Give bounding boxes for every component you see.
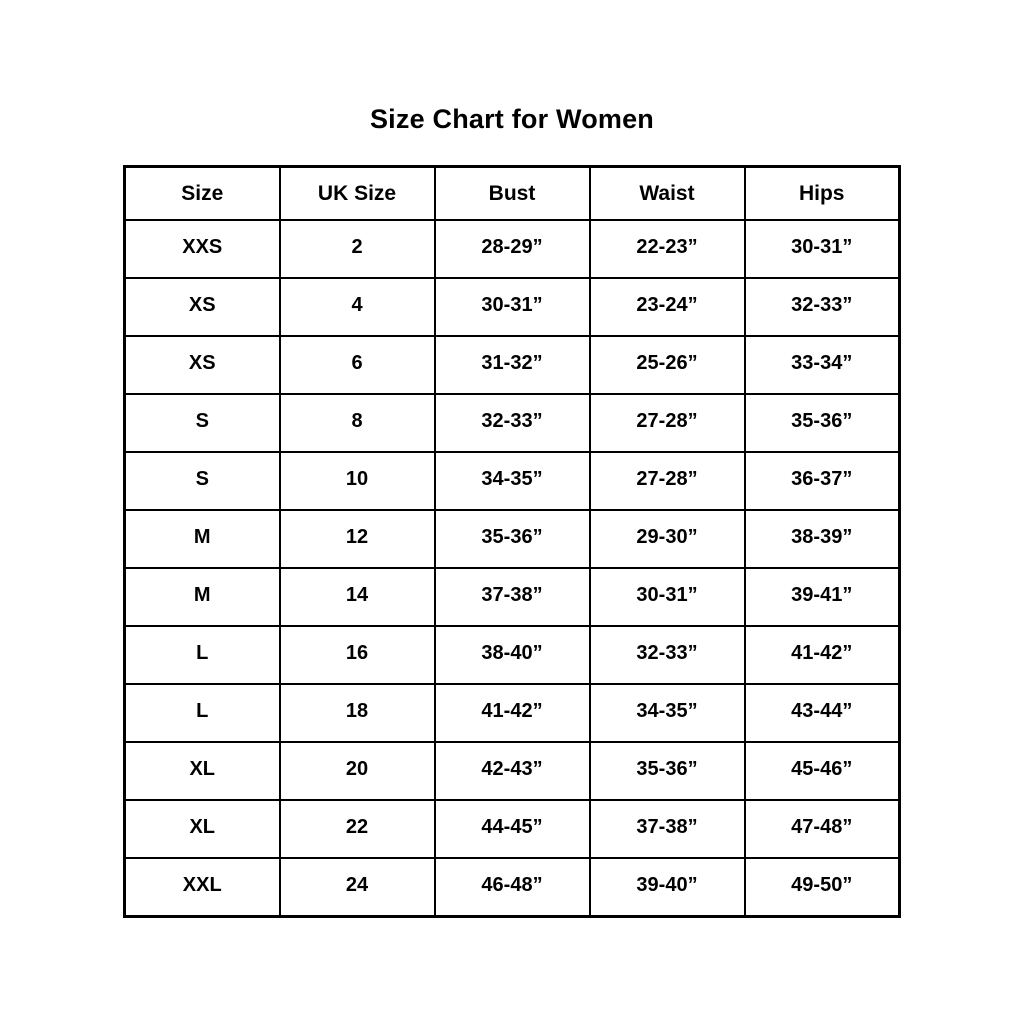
hips-cell: 30-31” xyxy=(743,219,901,279)
table-row: L 16 38-40” 32-33” 41-42” xyxy=(123,625,901,685)
waist-cell: 27-28” xyxy=(588,451,746,511)
column-header-hips: Hips xyxy=(743,165,901,221)
hips-cell: 45-46” xyxy=(743,741,901,801)
hips-cell: 38-39” xyxy=(743,509,901,569)
bust-cell: 34-35” xyxy=(433,451,591,511)
table-header: Size UK Size Bust Waist Hips xyxy=(123,165,901,221)
uk-size-cell: 8 xyxy=(278,393,436,453)
waist-cell: 34-35” xyxy=(588,683,746,743)
table-row: XXS 2 28-29” 22-23” 30-31” xyxy=(123,219,901,279)
column-header-bust: Bust xyxy=(433,165,591,221)
size-chart-table: Size UK Size Bust Waist Hips XXS 2 28-29… xyxy=(123,165,901,918)
hips-cell: 35-36” xyxy=(743,393,901,453)
bust-cell: 46-48” xyxy=(433,857,591,918)
column-header-size: Size xyxy=(123,165,281,221)
waist-cell: 23-24” xyxy=(588,277,746,337)
table-row: XS 6 31-32” 25-26” 33-34” xyxy=(123,335,901,395)
uk-size-cell: 6 xyxy=(278,335,436,395)
size-cell: L xyxy=(123,625,281,685)
uk-size-cell: 10 xyxy=(278,451,436,511)
table-row: S 10 34-35” 27-28” 36-37” xyxy=(123,451,901,511)
bust-cell: 35-36” xyxy=(433,509,591,569)
uk-size-cell: 18 xyxy=(278,683,436,743)
waist-cell: 29-30” xyxy=(588,509,746,569)
hips-cell: 43-44” xyxy=(743,683,901,743)
uk-size-cell: 2 xyxy=(278,219,436,279)
waist-cell: 39-40” xyxy=(588,857,746,918)
size-cell: M xyxy=(123,509,281,569)
waist-cell: 32-33” xyxy=(588,625,746,685)
uk-size-cell: 4 xyxy=(278,277,436,337)
hips-cell: 49-50” xyxy=(743,857,901,918)
table-row: M 14 37-38” 30-31” 39-41” xyxy=(123,567,901,627)
hips-cell: 33-34” xyxy=(743,335,901,395)
bust-cell: 30-31” xyxy=(433,277,591,337)
waist-cell: 30-31” xyxy=(588,567,746,627)
size-cell: S xyxy=(123,451,281,511)
size-cell: XS xyxy=(123,277,281,337)
waist-cell: 37-38” xyxy=(588,799,746,859)
hips-cell: 41-42” xyxy=(743,625,901,685)
size-cell: L xyxy=(123,683,281,743)
bust-cell: 38-40” xyxy=(433,625,591,685)
table-row: S 8 32-33” 27-28” 35-36” xyxy=(123,393,901,453)
header-row: Size UK Size Bust Waist Hips xyxy=(123,165,901,221)
hips-cell: 32-33” xyxy=(743,277,901,337)
bust-cell: 28-29” xyxy=(433,219,591,279)
uk-size-cell: 24 xyxy=(278,857,436,918)
size-cell: S xyxy=(123,393,281,453)
size-cell: M xyxy=(123,567,281,627)
hips-cell: 47-48” xyxy=(743,799,901,859)
uk-size-cell: 12 xyxy=(278,509,436,569)
hips-cell: 36-37” xyxy=(743,451,901,511)
page-title: Size Chart for Women xyxy=(369,104,655,134)
size-cell: XL xyxy=(123,741,281,801)
uk-size-cell: 16 xyxy=(278,625,436,685)
waist-cell: 27-28” xyxy=(588,393,746,453)
size-cell: XXS xyxy=(123,219,281,279)
table-row: L 18 41-42” 34-35” 43-44” xyxy=(123,683,901,743)
waist-cell: 22-23” xyxy=(588,219,746,279)
table-body: XXS 2 28-29” 22-23” 30-31” XS 4 30-31” 2… xyxy=(123,219,901,918)
table-row: M 12 35-36” 29-30” 38-39” xyxy=(123,509,901,569)
table-row: XL 20 42-43” 35-36” 45-46” xyxy=(123,741,901,801)
size-cell: XXL xyxy=(123,857,281,918)
size-cell: XS xyxy=(123,335,281,395)
table-row: XS 4 30-31” 23-24” 32-33” xyxy=(123,277,901,337)
bust-cell: 32-33” xyxy=(433,393,591,453)
column-header-waist: Waist xyxy=(588,165,746,221)
bust-cell: 42-43” xyxy=(433,741,591,801)
uk-size-cell: 20 xyxy=(278,741,436,801)
table-row: XXL 24 46-48” 39-40” 49-50” xyxy=(123,857,901,918)
bust-cell: 37-38” xyxy=(433,567,591,627)
waist-cell: 35-36” xyxy=(588,741,746,801)
uk-size-cell: 14 xyxy=(278,567,436,627)
waist-cell: 25-26” xyxy=(588,335,746,395)
column-header-uk-size: UK Size xyxy=(278,165,436,221)
bust-cell: 41-42” xyxy=(433,683,591,743)
hips-cell: 39-41” xyxy=(743,567,901,627)
table-row: XL 22 44-45” 37-38” 47-48” xyxy=(123,799,901,859)
bust-cell: 44-45” xyxy=(433,799,591,859)
uk-size-cell: 22 xyxy=(278,799,436,859)
bust-cell: 31-32” xyxy=(433,335,591,395)
size-cell: XL xyxy=(123,799,281,859)
